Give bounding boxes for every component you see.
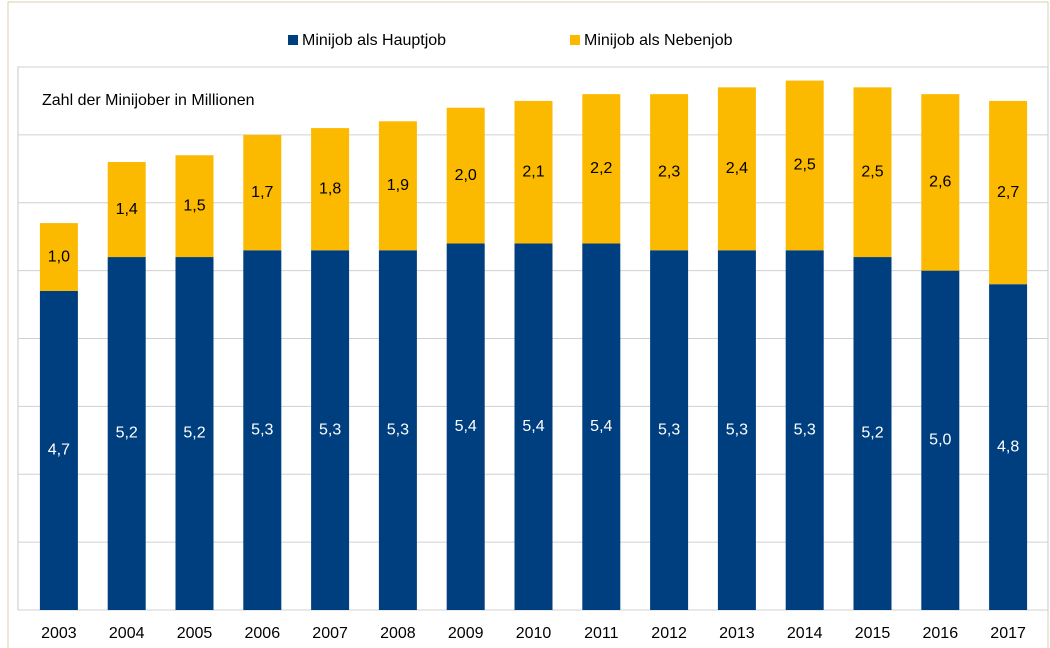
bar-segment <box>785 80 824 251</box>
bar-segment <box>243 134 282 251</box>
bar-segment <box>39 290 78 610</box>
bar-segment <box>107 257 146 610</box>
legend-swatch <box>570 35 580 45</box>
data-label: 2,5 <box>861 163 883 180</box>
bar-segment <box>989 284 1028 610</box>
bar-segment <box>785 250 824 610</box>
annotation: Zahl der Minijober in Millionen <box>42 92 255 109</box>
data-label: 2,3 <box>658 163 680 180</box>
x-tick-label: 2017 <box>990 625 1026 642</box>
bar-segment <box>514 100 553 244</box>
data-label: 1,0 <box>48 248 70 265</box>
bar-segment <box>921 94 960 271</box>
bar-segment <box>107 162 146 258</box>
x-tick-label: 2010 <box>516 625 552 642</box>
bar-segment <box>514 243 553 610</box>
data-label: 5,3 <box>726 421 748 438</box>
legend-swatch <box>288 35 298 45</box>
bar-segment <box>650 250 689 610</box>
data-label: 5,2 <box>861 425 883 442</box>
data-label: 5,3 <box>387 421 409 438</box>
data-label: 2,2 <box>590 160 612 177</box>
bar-segment <box>853 87 892 258</box>
data-label: 1,8 <box>319 180 341 197</box>
data-label: 1,9 <box>387 177 409 194</box>
data-label: 1,7 <box>251 184 273 201</box>
data-label: 4,7 <box>48 442 70 459</box>
x-tick-label: 2015 <box>855 625 891 642</box>
data-label: 5,4 <box>590 418 612 435</box>
bar-segment <box>378 250 417 610</box>
data-label: 5,3 <box>319 421 341 438</box>
data-label: 1,5 <box>183 197 205 214</box>
data-label: 1,4 <box>116 201 138 218</box>
x-tick-label: 2005 <box>177 625 213 642</box>
legend-label: Minijob als Nebenjob <box>584 32 733 49</box>
bar-segment <box>446 243 485 610</box>
bar-segment <box>311 250 350 610</box>
x-tick-label: 2011 <box>584 625 619 642</box>
x-tick-label: 2008 <box>380 625 416 642</box>
data-label: 5,0 <box>929 432 951 449</box>
data-label: 2,1 <box>522 163 544 180</box>
bar-segment <box>582 243 621 610</box>
bar-segment <box>378 121 417 251</box>
x-tick-label: 2007 <box>312 625 348 642</box>
legend-label: Minijob als Hauptjob <box>302 32 446 49</box>
bar-segment <box>243 250 282 610</box>
data-label: 5,2 <box>183 425 205 442</box>
bar-segment <box>650 94 689 251</box>
data-label: 2,4 <box>726 160 748 177</box>
data-label: 5,3 <box>658 421 680 438</box>
bar-segment <box>582 94 621 244</box>
data-label: 5,2 <box>116 425 138 442</box>
bar-segment <box>921 270 960 610</box>
bar-segment <box>446 107 485 244</box>
bar-segment <box>853 257 892 610</box>
data-label: 2,5 <box>794 157 816 174</box>
data-label: 5,4 <box>522 418 544 435</box>
data-label: 4,8 <box>997 438 1019 455</box>
bar-segment <box>175 155 214 258</box>
data-label: 5,3 <box>251 421 273 438</box>
x-tick-label: 2012 <box>651 625 687 642</box>
bar-segment <box>175 257 214 610</box>
x-tick-label: 2014 <box>787 625 823 642</box>
data-label: 2,7 <box>997 184 1019 201</box>
data-label: 2,6 <box>929 174 951 191</box>
data-label: 5,4 <box>455 418 477 435</box>
x-tick-label: 2006 <box>245 625 281 642</box>
x-tick-label: 2013 <box>719 625 755 642</box>
x-tick-label: 2016 <box>923 625 959 642</box>
bar-segment <box>989 100 1028 285</box>
data-label: 5,3 <box>794 421 816 438</box>
bar-segment <box>39 223 78 291</box>
x-tick-label: 2004 <box>109 625 145 642</box>
x-tick-label: 2009 <box>448 625 484 642</box>
data-label: 2,0 <box>455 167 477 184</box>
bar-segment <box>717 250 756 610</box>
x-tick-label: 2003 <box>41 625 77 642</box>
bar-segment <box>311 128 350 251</box>
bar-segment <box>717 87 756 251</box>
